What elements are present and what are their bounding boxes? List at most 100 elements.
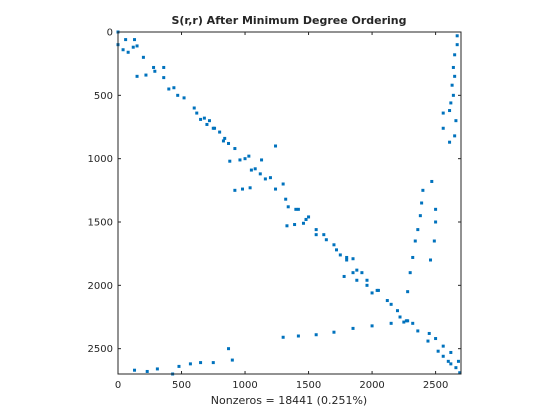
nonzero-marker	[133, 368, 137, 372]
nonzero-marker	[155, 367, 159, 371]
y-tick-label: 1500	[88, 218, 113, 229]
nonzero-marker	[413, 239, 417, 243]
nonzero-marker	[441, 344, 445, 348]
nonzero-marker	[398, 315, 402, 319]
nonzero-marker	[450, 83, 454, 87]
nonzero-marker	[345, 255, 349, 259]
nonzero-marker	[434, 207, 438, 211]
nonzero-marker	[448, 140, 452, 144]
nonzero-marker	[418, 214, 422, 218]
nonzero-marker	[351, 257, 355, 261]
nonzero-marker	[338, 253, 342, 257]
y-tick-label: 1000	[88, 154, 113, 165]
nonzero-marker	[395, 309, 399, 313]
nonzero-marker	[430, 179, 434, 183]
nonzero-marker	[432, 239, 436, 243]
nonzero-marker	[451, 93, 455, 97]
nonzero-marker	[453, 53, 457, 57]
nonzero-marker	[249, 168, 253, 172]
nonzero-marker	[404, 319, 408, 323]
nonzero-marker	[351, 271, 355, 275]
nonzero-marker	[260, 158, 264, 162]
nonzero-marker	[314, 228, 318, 232]
nonzero-markers	[116, 30, 462, 376]
nonzero-marker	[449, 101, 453, 105]
nonzero-marker	[458, 371, 462, 375]
nonzero-marker	[421, 188, 425, 192]
nonzero-marker	[370, 324, 374, 328]
nonzero-marker	[335, 248, 339, 252]
nonzero-marker	[406, 290, 410, 294]
nonzero-marker	[274, 187, 278, 191]
nonzero-marker	[177, 364, 181, 368]
nonzero-marker	[172, 86, 176, 90]
nonzero-marker	[144, 73, 148, 77]
nonzero-marker	[162, 76, 166, 80]
nonzero-marker	[449, 362, 453, 366]
nonzero-marker	[441, 111, 445, 115]
nonzero-marker	[268, 176, 272, 180]
nonzero-marker	[304, 217, 308, 221]
nonzero-marker	[145, 369, 149, 373]
nonzero-marker	[228, 159, 232, 163]
nonzero-marker	[453, 74, 457, 78]
nonzero-marker	[167, 87, 171, 91]
nonzero-marker	[202, 116, 206, 120]
y-tick-label: 0	[107, 28, 113, 39]
nonzero-marker	[285, 224, 289, 228]
x-tick-label: 1500	[296, 380, 321, 391]
nonzero-marker	[454, 366, 458, 370]
nonzero-marker	[227, 347, 231, 351]
y-axis: 0 500 1000 1500 2000 2500	[88, 28, 461, 355]
nonzero-marker	[294, 207, 298, 211]
nonzero-marker	[411, 255, 415, 259]
nonzero-marker	[324, 238, 328, 242]
nonzero-marker	[296, 207, 300, 211]
x-tick-label: 1000	[232, 380, 257, 391]
nonzero-marker	[408, 271, 412, 275]
nonzero-marker	[126, 50, 130, 54]
nonzero-marker	[218, 130, 222, 134]
nonzero-marker	[230, 358, 234, 362]
nonzero-marker	[342, 274, 346, 278]
nonzero-marker	[207, 119, 211, 123]
nonzero-marker	[332, 330, 336, 334]
nonzero-marker	[188, 362, 192, 366]
nonzero-marker	[121, 48, 125, 52]
nonzero-marker	[448, 109, 452, 113]
nonzero-marker	[162, 65, 166, 69]
nonzero-marker	[434, 337, 438, 341]
nonzero-marker	[453, 134, 457, 138]
nonzero-marker	[301, 221, 305, 225]
nonzero-marker	[441, 126, 445, 130]
nonzero-marker	[233, 147, 237, 151]
nonzero-marker	[365, 283, 369, 287]
nonzero-marker	[296, 334, 300, 338]
nonzero-marker	[199, 361, 203, 365]
nonzero-marker	[223, 136, 227, 140]
nonzero-marker	[205, 122, 209, 126]
nonzero-marker	[385, 299, 389, 303]
nonzero-marker	[420, 201, 424, 205]
axes-box	[117, 31, 462, 375]
nonzero-marker	[436, 349, 440, 353]
nonzero-marker	[153, 69, 157, 73]
nonzero-marker	[365, 278, 369, 282]
nonzero-marker	[351, 326, 355, 330]
nonzero-marker	[182, 96, 186, 100]
nonzero-marker	[131, 45, 135, 49]
nonzero-marker	[376, 288, 380, 292]
plot-area	[118, 32, 461, 374]
nonzero-marker	[176, 93, 180, 97]
nonzero-marker	[455, 43, 459, 47]
nonzero-marker	[426, 339, 430, 343]
x-tick-label: 2500	[423, 380, 448, 391]
nonzero-marker	[456, 359, 460, 363]
nonzero-marker	[195, 111, 199, 115]
nonzero-marker	[293, 223, 297, 227]
nonzero-marker	[451, 65, 455, 69]
nonzero-marker	[152, 65, 156, 69]
nonzero-marker	[243, 157, 247, 161]
